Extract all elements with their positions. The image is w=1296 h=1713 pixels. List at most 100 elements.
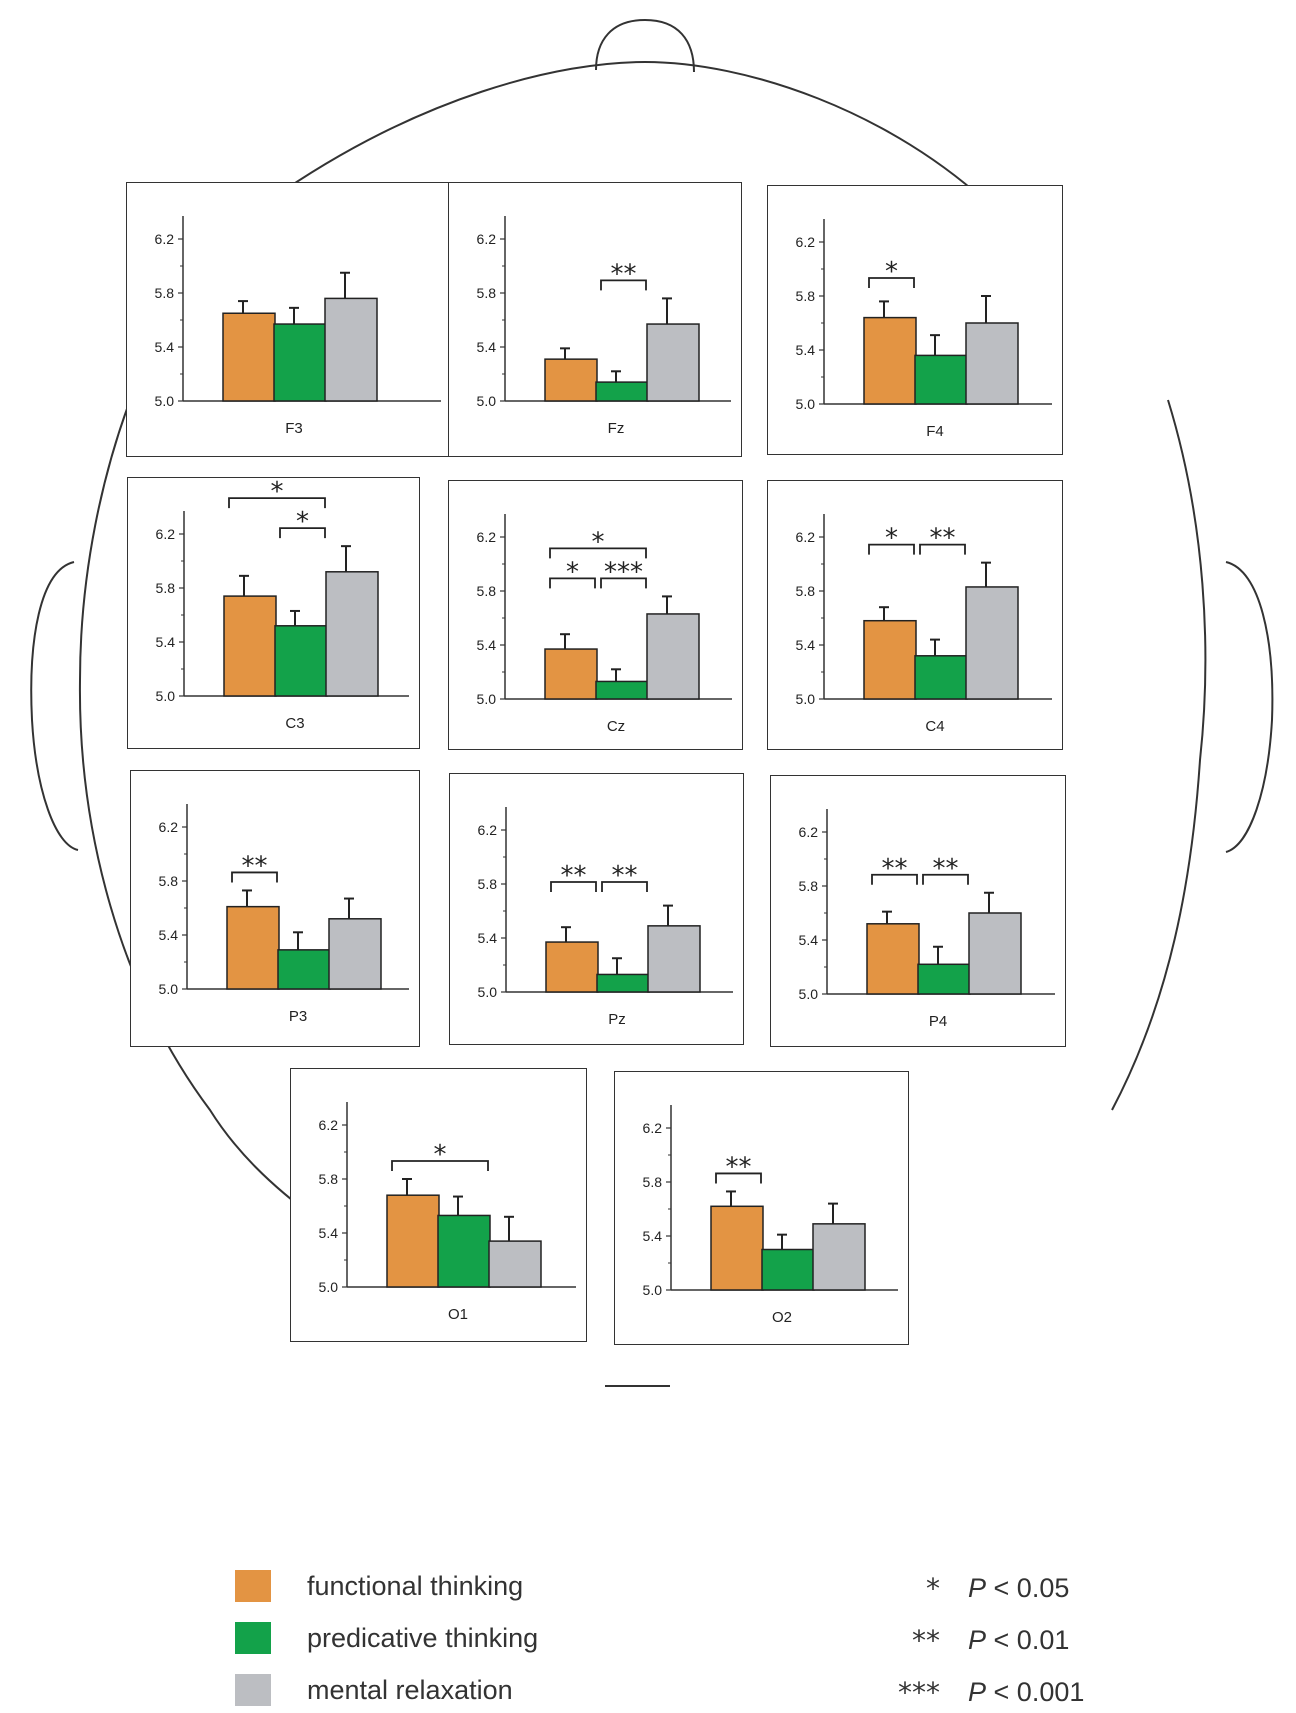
significance-stars: * xyxy=(271,478,284,507)
bar-mental-relaxation xyxy=(965,322,1019,405)
bar-predicative-thinking xyxy=(595,381,649,402)
significance-bracket xyxy=(715,1172,762,1184)
electrode-label: P4 xyxy=(929,1013,947,1030)
significance-bracket xyxy=(868,543,915,555)
panel-o2: 5.0 5.4 5.8 6.2 ** O2 xyxy=(614,1071,909,1345)
legend-label: predicative thinking xyxy=(307,1622,539,1653)
bar-mental-relaxation xyxy=(488,1240,542,1288)
y-tick-label: 5.8 xyxy=(159,873,179,889)
significance-stars: ** xyxy=(726,1152,752,1182)
p-threshold: < 0.001 xyxy=(993,1676,1085,1707)
significance-stars: * xyxy=(926,1571,940,1605)
bar-functional-thinking xyxy=(710,1205,764,1291)
y-tick-label: 5.4 xyxy=(799,932,819,948)
p-symbol: P xyxy=(968,1572,987,1603)
y-tick-label: 6.2 xyxy=(155,231,175,247)
bar-predicative-thinking xyxy=(917,963,971,995)
legend-label: functional thinking xyxy=(307,1570,524,1601)
y-tick-label: 5.0 xyxy=(643,1282,663,1298)
electrode-label: Cz xyxy=(607,718,625,735)
panel-chart: 5.05.45.86.2* ****Cz xyxy=(477,514,732,735)
y-tick-label: 5.0 xyxy=(796,396,816,412)
panel-pz: 5.0 5.4 5.8 6.2 ** ** Pz xyxy=(449,773,744,1045)
y-tick-label: 6.2 xyxy=(319,1117,339,1133)
panel-cz: 5.0 5.4 5.8 6.2 * *** * Cz xyxy=(448,480,743,750)
significance-stars: ** xyxy=(242,851,268,881)
electrode-label: C4 xyxy=(925,718,944,735)
bar-functional-thinking xyxy=(863,316,917,405)
electrode-label: F4 xyxy=(926,423,944,440)
y-tick-label: 5.4 xyxy=(796,342,816,358)
significance-stars: ** xyxy=(930,524,956,554)
bar-mental-relaxation xyxy=(324,297,378,402)
p-symbol: P xyxy=(968,1676,987,1707)
bar-predicative-thinking xyxy=(595,680,649,700)
panel-chart: 5.0 5.4 5.8 6.2 F3 xyxy=(155,216,441,437)
y-tick-label: 6.2 xyxy=(477,529,497,545)
panel-p3: 5.0 5.4 5.8 6.2 ** P3 xyxy=(130,770,420,1047)
significance-bracket xyxy=(228,497,326,509)
bar-predicative-thinking xyxy=(277,949,331,990)
legend-swatch xyxy=(235,1570,271,1602)
significance-item: *** P < 0.001 xyxy=(860,1672,1084,1712)
legend-item-functional: functional thinking xyxy=(235,1566,523,1606)
significance-stars: ** xyxy=(561,861,587,891)
panel-f3: 5.0 5.4 5.8 6.2 F3 xyxy=(126,182,452,457)
electrode-label: O1 xyxy=(448,1306,468,1323)
panel-chart: 5.0 5.4 5.8 6.2 * F4 xyxy=(796,219,1052,440)
electrode-label: O2 xyxy=(772,1309,792,1326)
bar-mental-relaxation xyxy=(965,586,1019,700)
significance-bracket xyxy=(868,277,915,288)
y-tick-label: 5.8 xyxy=(156,580,176,596)
significance-bracket xyxy=(601,881,648,892)
significance-stars: *** xyxy=(898,1675,940,1709)
y-tick-label: 5.8 xyxy=(477,583,497,599)
significance-stars: ** xyxy=(933,854,959,884)
panel-chart: 5.0 5.4 5.8 6.2 ** P3 xyxy=(159,804,409,1025)
y-tick-label: 5.8 xyxy=(477,285,497,301)
y-tick-label: 5.8 xyxy=(155,285,175,301)
significance-stars: * xyxy=(566,557,579,587)
y-tick-label: 6.2 xyxy=(159,819,179,835)
panel-f4: 5.0 5.4 5.8 6.2 * F4 xyxy=(767,185,1063,455)
panel-chart: 5.0 5.4 5.8 6.2 ** Fz xyxy=(477,216,731,437)
p-symbol: P xyxy=(968,1624,987,1655)
significance-bracket xyxy=(871,873,918,885)
bar-mental-relaxation xyxy=(325,571,379,697)
panel-c3: 5.0 5.4 5.8 6.2 * * C3 xyxy=(127,477,420,749)
significance-stars: ** xyxy=(612,861,638,891)
y-tick-label: 5.8 xyxy=(319,1171,339,1187)
y-tick-label: 5.0 xyxy=(319,1279,339,1295)
significance-bracket xyxy=(549,547,647,559)
panel-chart: 5.0 5.4 5.8 6.2 ** O2 xyxy=(643,1105,898,1326)
y-tick-label: 5.0 xyxy=(799,986,819,1002)
significance-bracket xyxy=(549,577,596,589)
y-tick-label: 5.0 xyxy=(477,393,497,409)
significance-bracket xyxy=(279,527,326,539)
panel-chart: 5.05.45.86.2 * **C4 xyxy=(796,514,1052,735)
y-tick-label: 5.4 xyxy=(159,927,179,943)
bar-mental-relaxation xyxy=(968,912,1022,995)
y-tick-label: 5.4 xyxy=(478,930,498,946)
panel-chart: 5.0 5.4 5.8 6.2 ** ** P4 xyxy=(799,809,1055,1030)
significance-bracket xyxy=(231,871,278,883)
bar-mental-relaxation xyxy=(646,613,700,700)
significance-stars: * xyxy=(296,507,309,537)
y-tick-label: 5.4 xyxy=(156,634,176,650)
y-tick-label: 6.2 xyxy=(478,822,498,838)
electrode-label: C3 xyxy=(285,715,304,732)
panel-chart: 5.0 5.4 5.8 6.2 * O1 xyxy=(319,1102,576,1323)
bar-mental-relaxation xyxy=(646,323,700,402)
significance-item: * P < 0.05 xyxy=(860,1568,1069,1608)
significance-bracket xyxy=(922,873,969,885)
bar-mental-relaxation xyxy=(647,925,701,993)
significance-bracket xyxy=(600,577,647,589)
bar-mental-relaxation xyxy=(328,918,382,990)
significance-item: ** P < 0.01 xyxy=(860,1620,1069,1660)
significance-stars: * xyxy=(592,527,605,557)
panel-fz: 5.0 5.4 5.8 6.2 ** Fz xyxy=(448,182,742,457)
y-tick-label: 5.0 xyxy=(159,981,179,997)
bar-functional-thinking xyxy=(545,941,599,993)
y-tick-label: 5.4 xyxy=(643,1228,663,1244)
bar-functional-thinking xyxy=(863,619,917,700)
